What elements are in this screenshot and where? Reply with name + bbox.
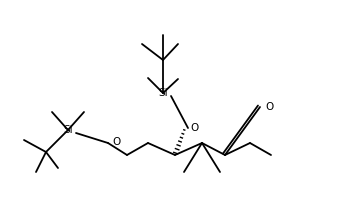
Text: Si: Si (158, 88, 168, 98)
Text: O: O (112, 137, 120, 147)
Text: O: O (190, 123, 198, 133)
Text: O: O (265, 102, 273, 112)
Text: Si: Si (63, 125, 73, 135)
